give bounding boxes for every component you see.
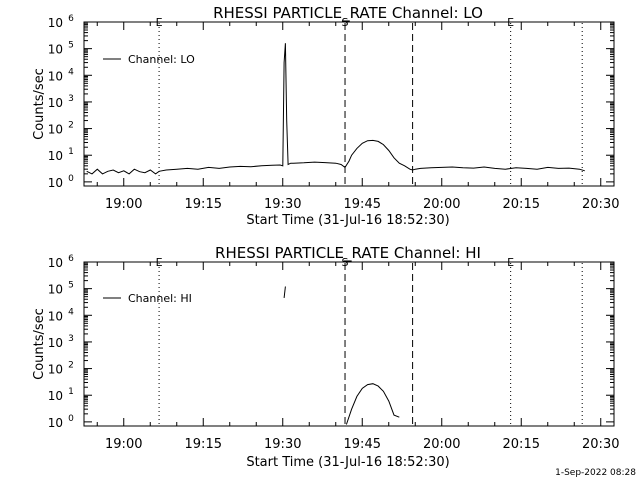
y-tick-label: 10 <box>48 283 63 297</box>
y-tick-label: 10 <box>48 96 63 110</box>
y-tick-label-exponent: 3 <box>68 334 74 344</box>
y-tick-label: 10 <box>48 389 63 403</box>
x-tick-label: 20:30 <box>582 437 619 452</box>
y-tick-label: 10 <box>48 336 63 350</box>
chart-marks: 10 0 10 1 10 2 10 3 10 4 10 5 10 6 19:00 19:15 19:30 19:4… <box>48 14 620 212</box>
y-tick-label-exponent: 0 <box>68 414 74 424</box>
y-tick-label: 10 <box>48 256 63 270</box>
plot-frame <box>83 21 615 187</box>
y-tick-label-exponent: 5 <box>68 281 74 291</box>
y-tick-label: 10 <box>48 123 63 137</box>
y-tick-label-exponent: 0 <box>68 174 74 184</box>
legend-label: Channel: LO <box>128 53 195 66</box>
panel-title: RHESSI PARTICLE_RATE Channel: LO <box>213 4 483 23</box>
y-tick-label-exponent: 6 <box>68 14 74 24</box>
x-tick-label: 20:00 <box>423 437 460 452</box>
x-tick-label: 19:30 <box>264 437 301 452</box>
x-axis-label: Start Time (31-Jul-16 18:52:30) <box>246 455 449 470</box>
x-tick-label: 19:15 <box>185 437 222 452</box>
series-line <box>86 43 585 175</box>
panel-hi: RHESSI PARTICLE_RATE Channel: HI Counts/… <box>32 244 619 470</box>
y-tick-label-exponent: 2 <box>68 361 74 371</box>
event-marker-label: E <box>156 256 163 269</box>
y-tick-label: 10 <box>48 69 63 83</box>
y-tick-label-exponent: 4 <box>68 67 74 77</box>
y-tick-label-exponent: 1 <box>68 387 74 397</box>
x-tick-label: 19:15 <box>185 197 222 212</box>
y-tick-label-exponent: 4 <box>68 307 74 317</box>
y-tick-label-exponent: 1 <box>68 147 74 157</box>
y-tick-label: 10 <box>48 149 63 163</box>
y-tick-label-exponent: 3 <box>68 94 74 104</box>
y-axis-label: Counts/sec <box>32 308 47 380</box>
series-line <box>345 383 400 425</box>
x-tick-label: 20:00 <box>423 197 460 212</box>
x-tick-label: 19:30 <box>264 197 301 212</box>
y-tick-label: 10 <box>48 363 63 377</box>
y-tick-label: 10 <box>48 309 63 323</box>
event-marker-label: E <box>507 16 514 29</box>
event-marker-label: S <box>342 16 349 29</box>
y-tick-label-exponent: 5 <box>68 41 74 51</box>
y-tick-label: 10 <box>48 176 63 190</box>
panel-title: RHESSI PARTICLE_RATE Channel: HI <box>215 244 481 263</box>
x-tick-label: 19:45 <box>344 437 381 452</box>
event-marker-label: E <box>507 256 514 269</box>
event-marker-label: E <box>156 16 163 29</box>
y-axis-label: Counts/sec <box>32 68 47 140</box>
y-tick-label: 10 <box>48 416 63 430</box>
y-tick-label-exponent: 6 <box>68 254 74 264</box>
series-line <box>283 286 286 298</box>
x-tick-label: 20:15 <box>503 197 540 212</box>
plot-frame <box>83 261 615 427</box>
chart-marks: 10 0 10 1 10 2 10 3 10 4 10 5 10 6 19:00 19:15 19:30 19:4… <box>48 254 620 452</box>
footer-timestamp: 1-Sep-2022 08:28 <box>555 468 636 478</box>
x-tick-label: 20:30 <box>582 197 619 212</box>
x-tick-label: 19:45 <box>344 197 381 212</box>
x-tick-label: 19:00 <box>105 437 142 452</box>
x-tick-label: 19:00 <box>105 197 142 212</box>
y-tick-label: 10 <box>48 16 63 30</box>
legend-label: Channel: HI <box>128 292 192 305</box>
y-tick-label: 10 <box>48 43 63 57</box>
panel-lo: RHESSI PARTICLE_RATE Channel: LO Counts/… <box>32 4 619 228</box>
x-tick-label: 20:15 <box>503 437 540 452</box>
y-tick-label-exponent: 2 <box>68 121 74 131</box>
event-marker-label: S <box>342 256 349 269</box>
x-axis-label: Start Time (31-Jul-16 18:52:30) <box>246 213 449 228</box>
